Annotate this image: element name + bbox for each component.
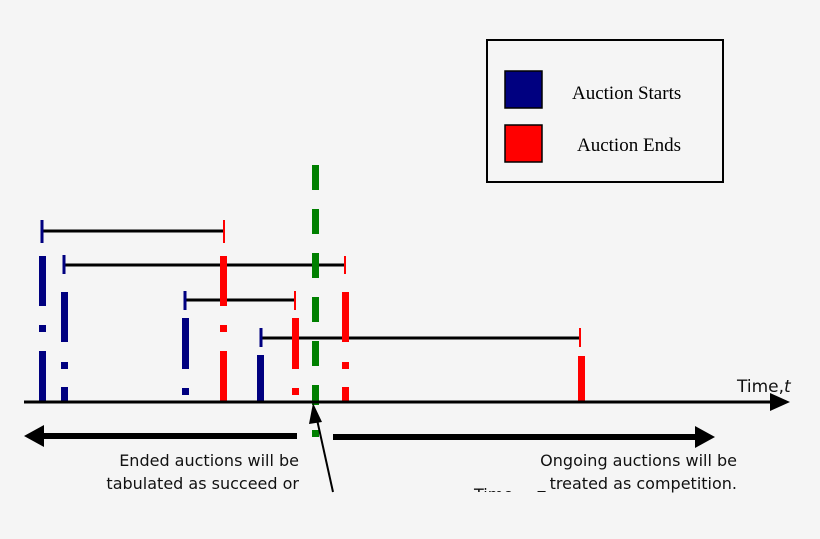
auction-span-2 bbox=[62, 255, 346, 274]
legend-label-end: Auction Ends bbox=[577, 135, 681, 156]
ended-region-arrow bbox=[24, 425, 297, 447]
current-time-label: Time = τ bbox=[473, 485, 546, 504]
auction-span-1 bbox=[40, 220, 225, 243]
auction-spans bbox=[40, 220, 581, 347]
ongoing-caption-line1: Ongoing auctions will be bbox=[540, 451, 737, 470]
time-axis-label: Time,t bbox=[736, 377, 792, 397]
legend: Auction Starts Auction Ends bbox=[486, 39, 724, 183]
current-time-line bbox=[312, 165, 319, 437]
end-markers bbox=[220, 256, 585, 402]
time-axis: Time,t bbox=[24, 377, 792, 411]
ended-caption-line1: Ended auctions will be bbox=[119, 451, 299, 470]
legend-swatch-end bbox=[504, 124, 543, 163]
ended-caption-line2: tabulated as succeed or bbox=[106, 474, 299, 493]
legend-label-start: Auction Starts bbox=[572, 83, 681, 104]
ongoing-caption-line2: treated as competition. bbox=[550, 474, 737, 493]
ongoing-region-arrow bbox=[333, 426, 715, 448]
auction-span-4 bbox=[259, 328, 581, 347]
legend-swatch-start bbox=[504, 70, 543, 109]
auction-span-3 bbox=[183, 291, 296, 310]
start-markers bbox=[39, 256, 264, 402]
current-time-pointer bbox=[309, 403, 334, 493]
